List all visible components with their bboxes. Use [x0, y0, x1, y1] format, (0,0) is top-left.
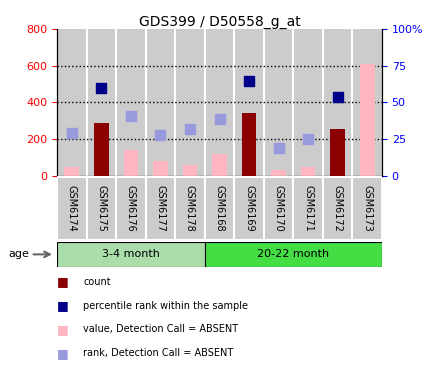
- Text: ■: ■: [57, 347, 69, 360]
- Text: percentile rank within the sample: percentile rank within the sample: [83, 300, 248, 311]
- Bar: [329, 129, 344, 176]
- Text: 20-22 month: 20-22 month: [257, 249, 328, 259]
- Text: value, Detection Call = ABSENT: value, Detection Call = ABSENT: [83, 324, 238, 335]
- Point: [98, 85, 105, 91]
- Bar: [123, 150, 138, 176]
- Text: GSM6177: GSM6177: [155, 185, 165, 232]
- Bar: [359, 64, 374, 176]
- Bar: [234, 29, 263, 176]
- Point: [215, 116, 223, 122]
- Point: [275, 145, 282, 151]
- FancyBboxPatch shape: [204, 177, 234, 240]
- Bar: [263, 29, 293, 176]
- Bar: [271, 170, 285, 176]
- FancyBboxPatch shape: [57, 177, 86, 240]
- Text: GSM6175: GSM6175: [96, 185, 106, 232]
- Bar: [322, 29, 352, 176]
- Bar: [145, 29, 175, 176]
- Bar: [241, 113, 256, 176]
- FancyBboxPatch shape: [234, 177, 263, 240]
- Bar: [86, 29, 116, 176]
- FancyBboxPatch shape: [175, 177, 204, 240]
- Point: [186, 126, 193, 132]
- Point: [68, 130, 75, 136]
- Bar: [352, 29, 381, 176]
- Text: GSM6168: GSM6168: [214, 185, 224, 232]
- Text: GSM6176: GSM6176: [126, 185, 136, 232]
- Bar: [293, 29, 322, 176]
- Bar: [300, 167, 315, 176]
- Bar: [204, 29, 234, 176]
- FancyBboxPatch shape: [322, 177, 352, 240]
- FancyBboxPatch shape: [57, 242, 204, 267]
- Text: count: count: [83, 277, 111, 287]
- Text: GSM6170: GSM6170: [273, 185, 283, 232]
- Text: ■: ■: [57, 275, 69, 288]
- Bar: [94, 123, 109, 176]
- Text: GDS399 / D50558_g_at: GDS399 / D50558_g_at: [138, 15, 300, 29]
- FancyBboxPatch shape: [116, 177, 145, 240]
- FancyBboxPatch shape: [86, 177, 116, 240]
- Text: 3-4 month: 3-4 month: [102, 249, 159, 259]
- Point: [304, 136, 311, 142]
- Text: GSM6169: GSM6169: [244, 185, 254, 232]
- FancyBboxPatch shape: [263, 177, 293, 240]
- Bar: [182, 165, 197, 176]
- Text: ■: ■: [57, 299, 69, 312]
- Text: GSM6173: GSM6173: [361, 185, 371, 232]
- Text: GSM6178: GSM6178: [184, 185, 194, 232]
- FancyBboxPatch shape: [293, 177, 322, 240]
- Text: GSM6171: GSM6171: [302, 185, 312, 232]
- FancyBboxPatch shape: [145, 177, 175, 240]
- Bar: [116, 29, 145, 176]
- Point: [245, 78, 252, 83]
- Point: [333, 94, 340, 100]
- Text: age: age: [9, 249, 30, 259]
- Text: rank, Detection Call = ABSENT: rank, Detection Call = ABSENT: [83, 348, 233, 358]
- FancyBboxPatch shape: [204, 242, 381, 267]
- Bar: [64, 167, 79, 176]
- Bar: [175, 29, 204, 176]
- Bar: [57, 29, 86, 176]
- Text: GSM6172: GSM6172: [332, 185, 342, 232]
- Point: [156, 132, 163, 138]
- Text: ■: ■: [57, 323, 69, 336]
- Text: GSM6174: GSM6174: [67, 185, 77, 232]
- Bar: [153, 161, 167, 176]
- Point: [127, 113, 134, 119]
- Bar: [212, 154, 226, 176]
- FancyBboxPatch shape: [352, 177, 381, 240]
